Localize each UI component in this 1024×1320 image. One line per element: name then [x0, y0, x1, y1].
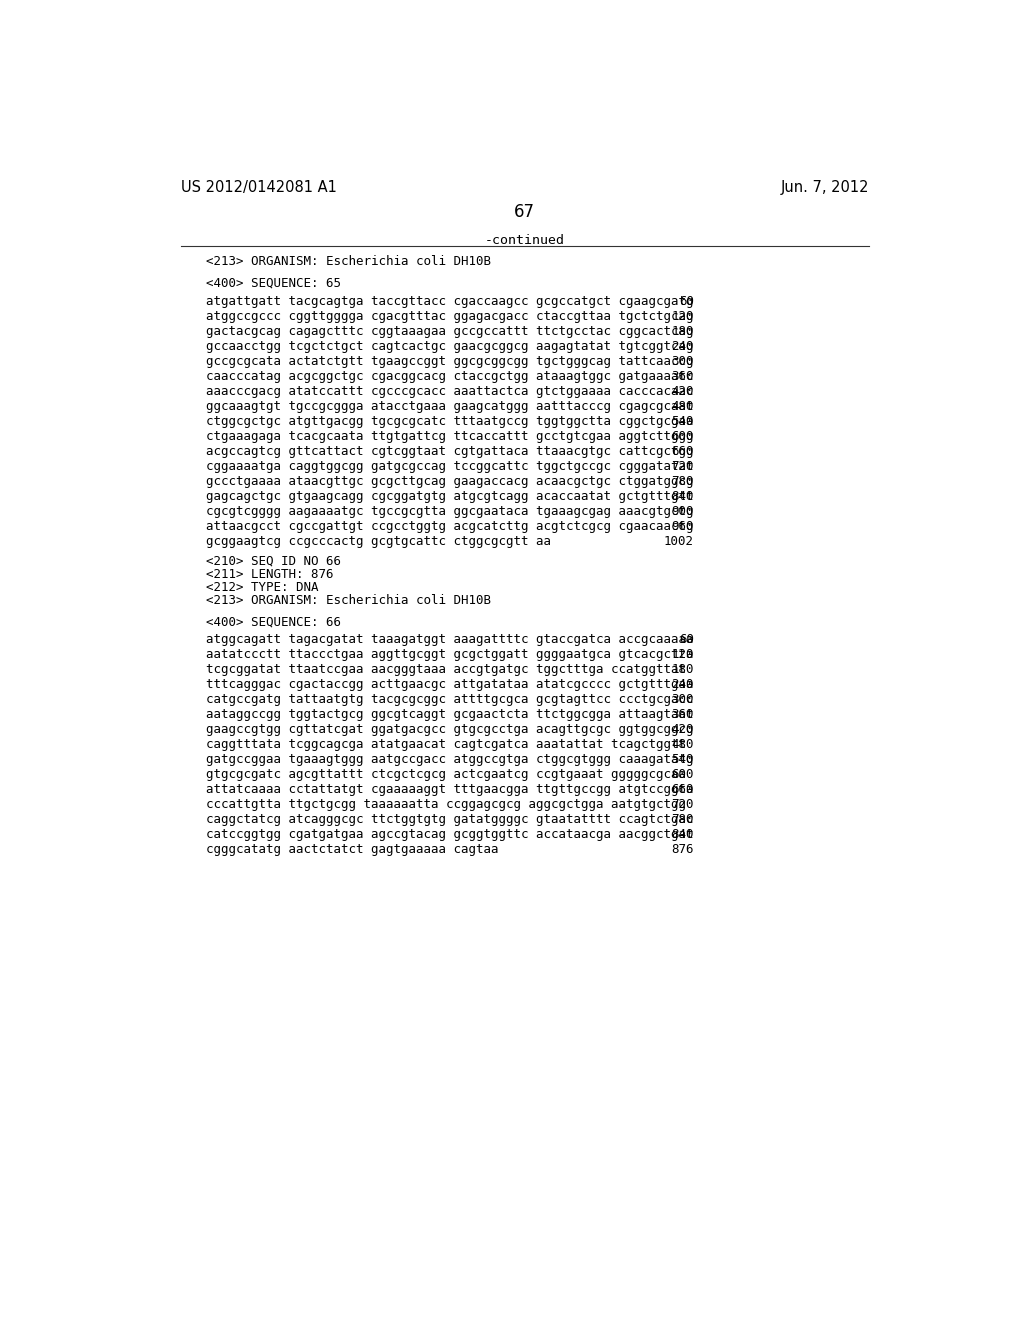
- Text: tttcagggac cgactaccgg acttgaacgc attgatataa atatcgcccc gctgtttgaa: tttcagggac cgactaccgg acttgaacgc attgata…: [206, 678, 693, 692]
- Text: gaagccgtgg cgttatcgat ggatgacgcc gtgcgcctga acagttgcgc ggtggcggcg: gaagccgtgg cgttatcgat ggatgacgcc gtgcgcc…: [206, 723, 693, 737]
- Text: ctggcgctgc atgttgacgg tgcgcgcatc tttaatgccg tggtggctta cggctgcgaa: ctggcgctgc atgttgacgg tgcgcgcatc tttaatg…: [206, 414, 693, 428]
- Text: 300: 300: [672, 355, 693, 368]
- Text: <212> TYPE: DNA: <212> TYPE: DNA: [206, 581, 318, 594]
- Text: 240: 240: [672, 678, 693, 692]
- Text: 60: 60: [679, 294, 693, 308]
- Text: cccattgtta ttgctgcgg taaaaaatta ccggagcgcg aggcgctgga aatgtgctgg: cccattgtta ttgctgcgg taaaaaatta ccggagcg…: [206, 799, 685, 812]
- Text: 840: 840: [672, 829, 693, 841]
- Text: 900: 900: [672, 506, 693, 517]
- Text: -continued: -continued: [484, 234, 565, 247]
- Text: tcgcggatat ttaatccgaa aacgggtaaa accgtgatgc tggctttga ccatggttat: tcgcggatat ttaatccgaa aacgggtaaa accgtga…: [206, 663, 685, 676]
- Text: gtgcgcgatc agcgttattt ctcgctcgcg actcgaatcg ccgtgaaat gggggcgcaa: gtgcgcgatc agcgttattt ctcgctcgcg actcgaa…: [206, 768, 685, 781]
- Text: 480: 480: [672, 400, 693, 413]
- Text: cggaaaatga caggtggcgg gatgcgccag tccggcattc tggctgccgc cgggatatat: cggaaaatga caggtggcgg gatgcgccag tccggca…: [206, 459, 693, 473]
- Text: 600: 600: [672, 768, 693, 781]
- Text: 780: 780: [672, 813, 693, 826]
- Text: <400> SEQUENCE: 66: <400> SEQUENCE: 66: [206, 615, 341, 628]
- Text: 67: 67: [514, 203, 536, 220]
- Text: gccaacctgg tcgctctgct cagtcactgc gaacgcggcg aagagtatat tgtcggtcag: gccaacctgg tcgctctgct cagtcactgc gaacgcg…: [206, 339, 693, 352]
- Text: catccggtgg cgatgatgaa agccgtacag gcggtggttc accataacga aacggctgat: catccggtgg cgatgatgaa agccgtacag gcggtgg…: [206, 829, 693, 841]
- Text: 876: 876: [672, 843, 693, 857]
- Text: cgcgtcgggg aagaaaatgc tgccgcgtta ggcgaataca tgaaagcgag aaacgtgctg: cgcgtcgggg aagaaaatgc tgccgcgtta ggcgaat…: [206, 506, 693, 517]
- Text: Jun. 7, 2012: Jun. 7, 2012: [780, 180, 869, 195]
- Text: 360: 360: [672, 709, 693, 721]
- Text: 840: 840: [672, 490, 693, 503]
- Text: <213> ORGANISM: Escherichia coli DH10B: <213> ORGANISM: Escherichia coli DH10B: [206, 594, 490, 607]
- Text: 60: 60: [679, 634, 693, 647]
- Text: cgggcatatg aactctatct gagtgaaaaa cagtaa: cgggcatatg aactctatct gagtgaaaaa cagtaa: [206, 843, 498, 857]
- Text: gccgcgcata actatctgtt tgaagccggt ggcgcggcgg tgctgggcag tattcaaccg: gccgcgcata actatctgtt tgaagccggt ggcgcgg…: [206, 355, 693, 368]
- Text: acgccagtcg gttcattact cgtcggtaat cgtgattaca ttaaacgtgc cattcgctgg: acgccagtcg gttcattact cgtcggtaat cgtgatt…: [206, 445, 693, 458]
- Text: <213> ORGANISM: Escherichia coli DH10B: <213> ORGANISM: Escherichia coli DH10B: [206, 256, 490, 268]
- Text: 360: 360: [672, 370, 693, 383]
- Text: catgccgatg tattaatgtg tacgcgcggc attttgcgca gcgtagttcc ccctgcgacc: catgccgatg tattaatgtg tacgcgcggc attttgc…: [206, 693, 693, 706]
- Text: 300: 300: [672, 693, 693, 706]
- Text: atggcagatt tagacgatat taaagatggt aaagattttc gtaccgatca accgcaaaaa: atggcagatt tagacgatat taaagatggt aaagatt…: [206, 634, 693, 647]
- Text: gactacgcag cagagctttc cggtaaagaa gccgccattt ttctgcctac cggcactcag: gactacgcag cagagctttc cggtaaagaa gccgcca…: [206, 325, 693, 338]
- Text: 960: 960: [672, 520, 693, 533]
- Text: attaacgcct cgccgattgt ccgcctggtg acgcatcttg acgtctcgcg cgaacaactg: attaacgcct cgccgattgt ccgcctggtg acgcatc…: [206, 520, 693, 533]
- Text: gatgccggaa tgaaagtggg aatgccgacc atggccgtga ctggcgtggg caaagatatg: gatgccggaa tgaaagtggg aatgccgacc atggccg…: [206, 754, 693, 767]
- Text: 180: 180: [672, 663, 693, 676]
- Text: 660: 660: [672, 445, 693, 458]
- Text: 720: 720: [672, 799, 693, 812]
- Text: 240: 240: [672, 339, 693, 352]
- Text: 780: 780: [672, 475, 693, 488]
- Text: 480: 480: [672, 738, 693, 751]
- Text: 1002: 1002: [664, 535, 693, 548]
- Text: atggccgccc cggttgggga cgacgtttac ggagacgacc ctaccgttaa tgctctgcag: atggccgccc cggttgggga cgacgtttac ggagacg…: [206, 310, 693, 323]
- Text: ctgaaagaga tcacgcaata ttgtgattcg ttcaccattt gcctgtcgaa aggtcttggg: ctgaaagaga tcacgcaata ttgtgattcg ttcacca…: [206, 430, 693, 444]
- Text: 540: 540: [672, 754, 693, 767]
- Text: 120: 120: [672, 310, 693, 323]
- Text: aatatccctt ttaccctgaa aggttgcggt gcgctggatt ggggaatgca gtcacgctta: aatatccctt ttaccctgaa aggttgcggt gcgctgg…: [206, 648, 693, 661]
- Text: 180: 180: [672, 325, 693, 338]
- Text: 600: 600: [672, 430, 693, 444]
- Text: aataggccgg tggtactgcg ggcgtcaggt gcgaactcta ttctggcgga attaagtaat: aataggccgg tggtactgcg ggcgtcaggt gcgaact…: [206, 709, 693, 721]
- Text: 540: 540: [672, 414, 693, 428]
- Text: gccctgaaaa ataacgttgc gcgcttgcag gaagaccacg acaacgctgc ctggatggcg: gccctgaaaa ataacgttgc gcgcttgcag gaagacc…: [206, 475, 693, 488]
- Text: 420: 420: [672, 723, 693, 737]
- Text: aaacccgacg atatccattt cgcccgcacc aaattactca gtctggaaaa cacccacaac: aaacccgacg atatccattt cgcccgcacc aaattac…: [206, 385, 693, 397]
- Text: 420: 420: [672, 385, 693, 397]
- Text: caggtttata tcggcagcga atatgaacat cagtcgatca aaatattat tcagctggtt: caggtttata tcggcagcga atatgaacat cagtcga…: [206, 738, 685, 751]
- Text: gcggaagtcg ccgcccactg gcgtgcattc ctggcgcgtt aa: gcggaagtcg ccgcccactg gcgtgcattc ctggcgc…: [206, 535, 551, 548]
- Text: caggctatcg atcagggcgc ttctggtgtg gatatggggc gtaatatttt ccagtctgac: caggctatcg atcagggcgc ttctggtgtg gatatgg…: [206, 813, 693, 826]
- Text: <211> LENGTH: 876: <211> LENGTH: 876: [206, 568, 333, 581]
- Text: caacccatag acgcggctgc cgacggcacg ctaccgctgg ataaagtggc gatgaaaatc: caacccatag acgcggctgc cgacggcacg ctaccgc…: [206, 370, 693, 383]
- Text: attatcaaaa cctattatgt cgaaaaaggt tttgaacgga ttgttgccgg atgtccggta: attatcaaaa cctattatgt cgaaaaaggt tttgaac…: [206, 783, 693, 796]
- Text: <210> SEQ ID NO 66: <210> SEQ ID NO 66: [206, 554, 341, 568]
- Text: 720: 720: [672, 459, 693, 473]
- Text: 120: 120: [672, 648, 693, 661]
- Text: ggcaaagtgt tgccgcggga atacctgaaa gaagcatggg aatttacccg cgagcgcaat: ggcaaagtgt tgccgcggga atacctgaaa gaagcat…: [206, 400, 693, 413]
- Text: gagcagctgc gtgaagcagg cgcggatgtg atgcgtcagg acaccaatat gctgtttgtt: gagcagctgc gtgaagcagg cgcggatgtg atgcgtc…: [206, 490, 693, 503]
- Text: 660: 660: [672, 783, 693, 796]
- Text: <400> SEQUENCE: 65: <400> SEQUENCE: 65: [206, 277, 341, 290]
- Text: atgattgatt tacgcagtga taccgttacc cgaccaagcc gcgccatgct cgaagcgatg: atgattgatt tacgcagtga taccgttacc cgaccaa…: [206, 294, 693, 308]
- Text: US 2012/0142081 A1: US 2012/0142081 A1: [180, 180, 337, 195]
